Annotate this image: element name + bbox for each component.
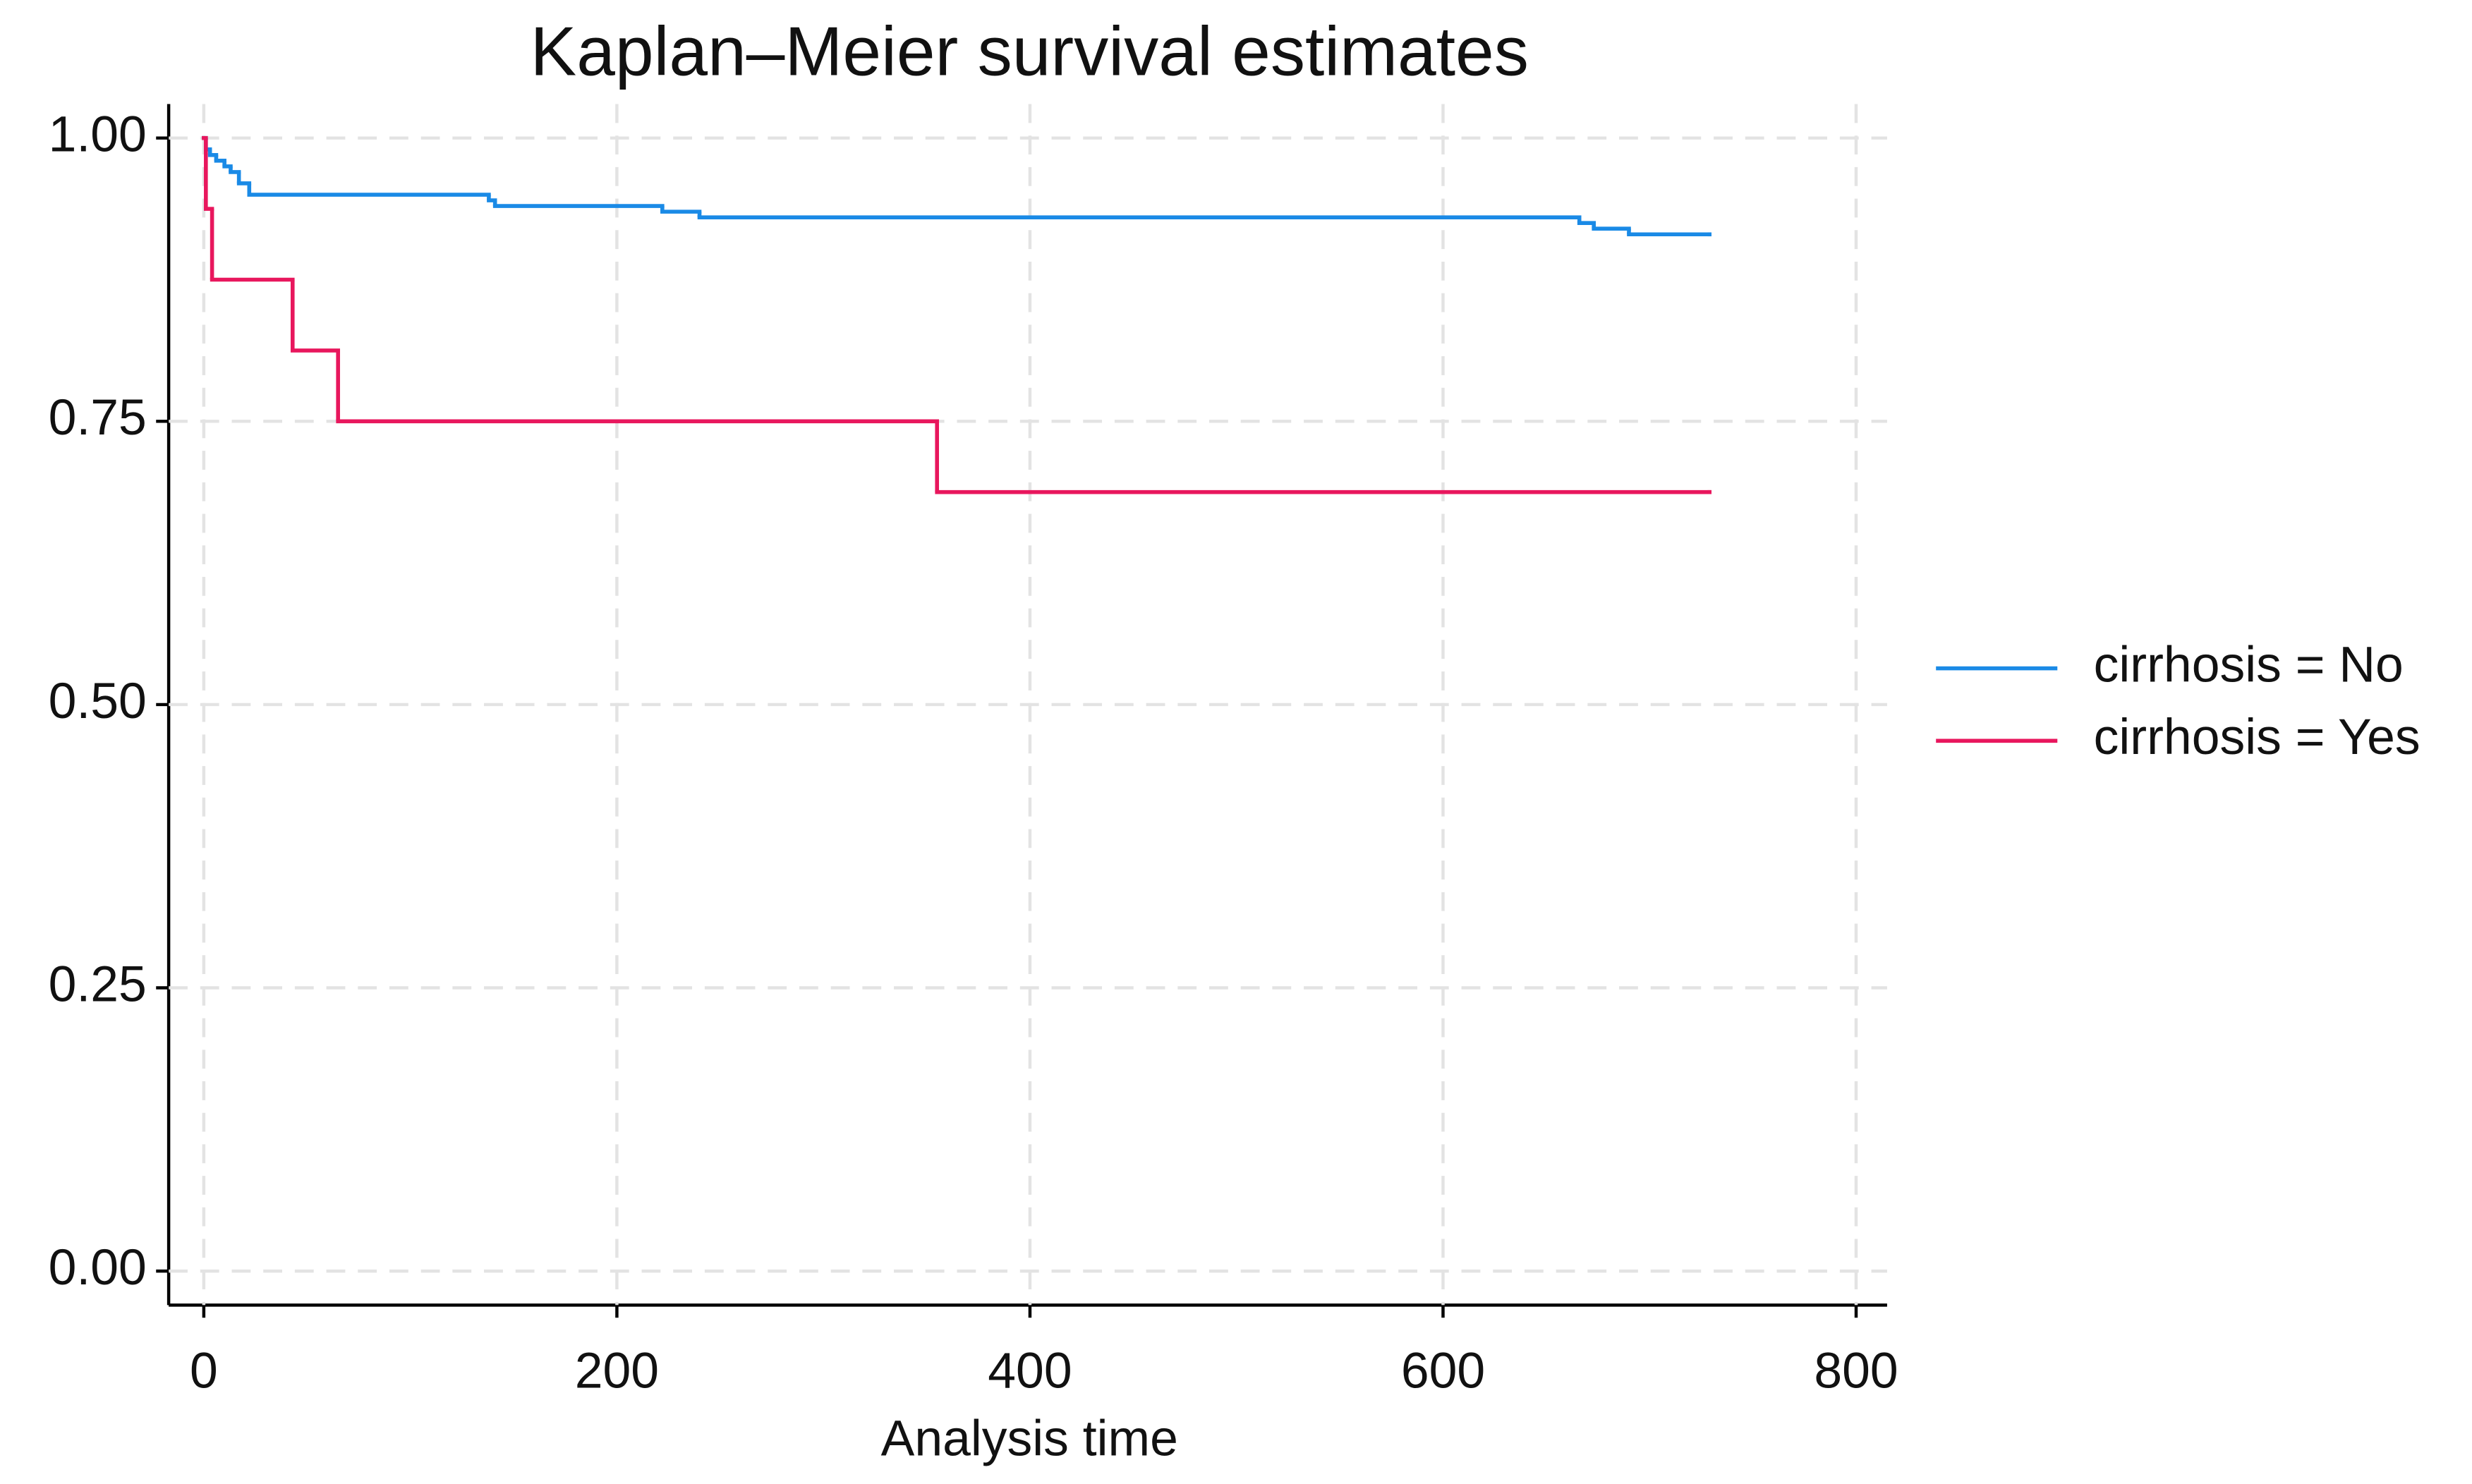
- x-tick-label: 600: [1401, 1343, 1485, 1399]
- y-tick-label: 0.00: [49, 1239, 147, 1296]
- x-tick-label: 200: [575, 1343, 659, 1399]
- x-axis-label: Analysis time: [881, 1411, 1178, 1467]
- x-tick-label: 400: [988, 1343, 1072, 1399]
- y-tick-label: 1.00: [49, 107, 147, 163]
- legend-label: cirrhosis = No: [2094, 636, 2404, 693]
- y-tick-label: 0.75: [49, 389, 147, 446]
- y-tick-label: 0.25: [49, 956, 147, 1012]
- x-tick-label: 0: [190, 1343, 218, 1399]
- legend-label: cirrhosis = Yes: [2094, 709, 2420, 765]
- chart-title: Kaplan–Meier survival estimates: [531, 12, 1529, 90]
- y-tick-label: 0.50: [49, 673, 147, 729]
- x-tick-label: 800: [1814, 1343, 1898, 1399]
